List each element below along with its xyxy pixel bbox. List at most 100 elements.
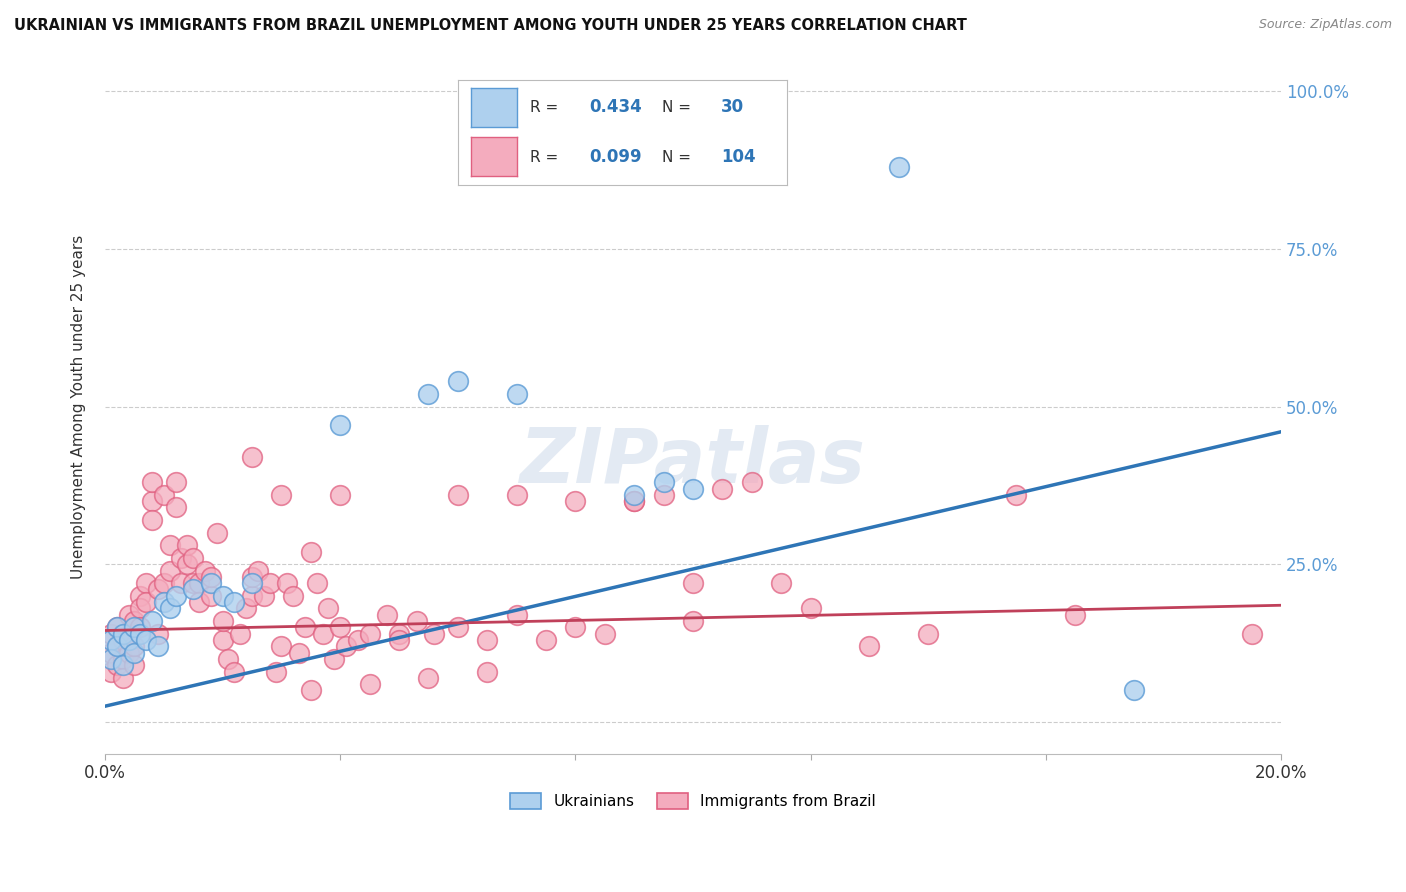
Point [311,626,333,640]
Point [505,488,527,502]
Point [176,558,198,572]
Point [388,632,411,647]
Point [211,632,233,647]
Text: Source: ZipAtlas.com: Source: ZipAtlas.com [1258,18,1392,31]
Point [405,614,427,628]
Point [165,589,187,603]
Point [229,626,252,640]
Point [188,576,211,591]
Point [917,626,939,640]
Point [477,632,499,647]
Point [264,665,287,679]
Point [111,671,134,685]
Point [299,683,322,698]
Point [105,658,128,673]
Point [111,626,134,640]
Point [240,576,263,591]
Point [100,646,122,660]
Point [176,538,198,552]
Point [100,632,122,647]
Point [323,652,346,666]
Legend: Ukrainians, Immigrants from Brazil: Ukrainians, Immigrants from Brazil [505,787,882,815]
Point [117,646,139,660]
Point [135,595,157,609]
Point [181,551,204,566]
Point [259,576,281,591]
Point [294,620,316,634]
Point [375,607,398,622]
Point [217,652,239,666]
Point [181,576,204,591]
Point [240,570,263,584]
Point [887,160,910,174]
Point [418,387,440,401]
Point [240,450,263,464]
Point [100,652,122,666]
Point [1123,683,1146,698]
Point [129,620,152,634]
Point [170,551,193,566]
Point [159,601,181,615]
Point [564,620,586,634]
Point [329,488,352,502]
Point [211,589,233,603]
Point [205,525,228,540]
Point [318,601,340,615]
Point [623,494,645,508]
Point [141,614,163,628]
Point [105,640,128,654]
Point [305,576,328,591]
Point [299,544,322,558]
Point [447,374,470,388]
Point [117,626,139,640]
Point [593,626,616,640]
Point [111,658,134,673]
Point [281,589,304,603]
Point [124,620,146,634]
Point [346,632,368,647]
Point [141,494,163,508]
Point [1240,626,1263,640]
Point [858,640,880,654]
Point [1064,607,1087,622]
Point [129,601,152,615]
Point [188,595,211,609]
Point [111,652,134,666]
Point [200,589,222,603]
Point [117,632,139,647]
Point [170,576,193,591]
Point [135,632,157,647]
Point [447,488,470,502]
Point [652,488,675,502]
Point [359,626,381,640]
Point [152,576,174,591]
Point [165,500,187,515]
Point [124,614,146,628]
Point [124,646,146,660]
Point [276,576,298,591]
Point [652,475,675,490]
Point [224,595,246,609]
Point [253,589,276,603]
Point [181,582,204,597]
Point [329,418,352,433]
Text: UKRAINIAN VS IMMIGRANTS FROM BRAZIL UNEMPLOYMENT AMONG YOUTH UNDER 25 YEARS CORR: UKRAINIAN VS IMMIGRANTS FROM BRAZIL UNEM… [14,18,967,33]
Point [141,513,163,527]
Point [146,640,169,654]
Point [224,665,246,679]
Point [741,475,763,490]
Point [211,614,233,628]
Point [682,576,704,591]
Point [288,646,311,660]
Point [159,538,181,552]
Point [100,626,122,640]
Point [129,626,152,640]
Point [564,494,586,508]
Point [235,601,257,615]
Point [423,626,446,640]
Point [711,482,734,496]
Point [105,620,128,634]
Point [159,564,181,578]
Point [146,582,169,597]
Point [124,658,146,673]
